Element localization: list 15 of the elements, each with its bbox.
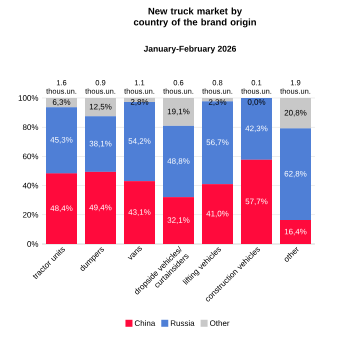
bar [46,107,77,174]
bar [240,160,272,244]
bar [162,197,194,244]
bar [85,172,116,244]
chart-subtitle: January-February 2026 [144,46,236,54]
bar [85,116,116,172]
bar [202,184,233,244]
bar [280,220,311,244]
bar [280,128,311,220]
bar [124,181,155,244]
bar [202,101,233,184]
bar [162,126,194,198]
chart-title: New truck market by country of the brand origin [134,8,256,28]
bar [240,98,272,160]
bar [46,173,77,244]
